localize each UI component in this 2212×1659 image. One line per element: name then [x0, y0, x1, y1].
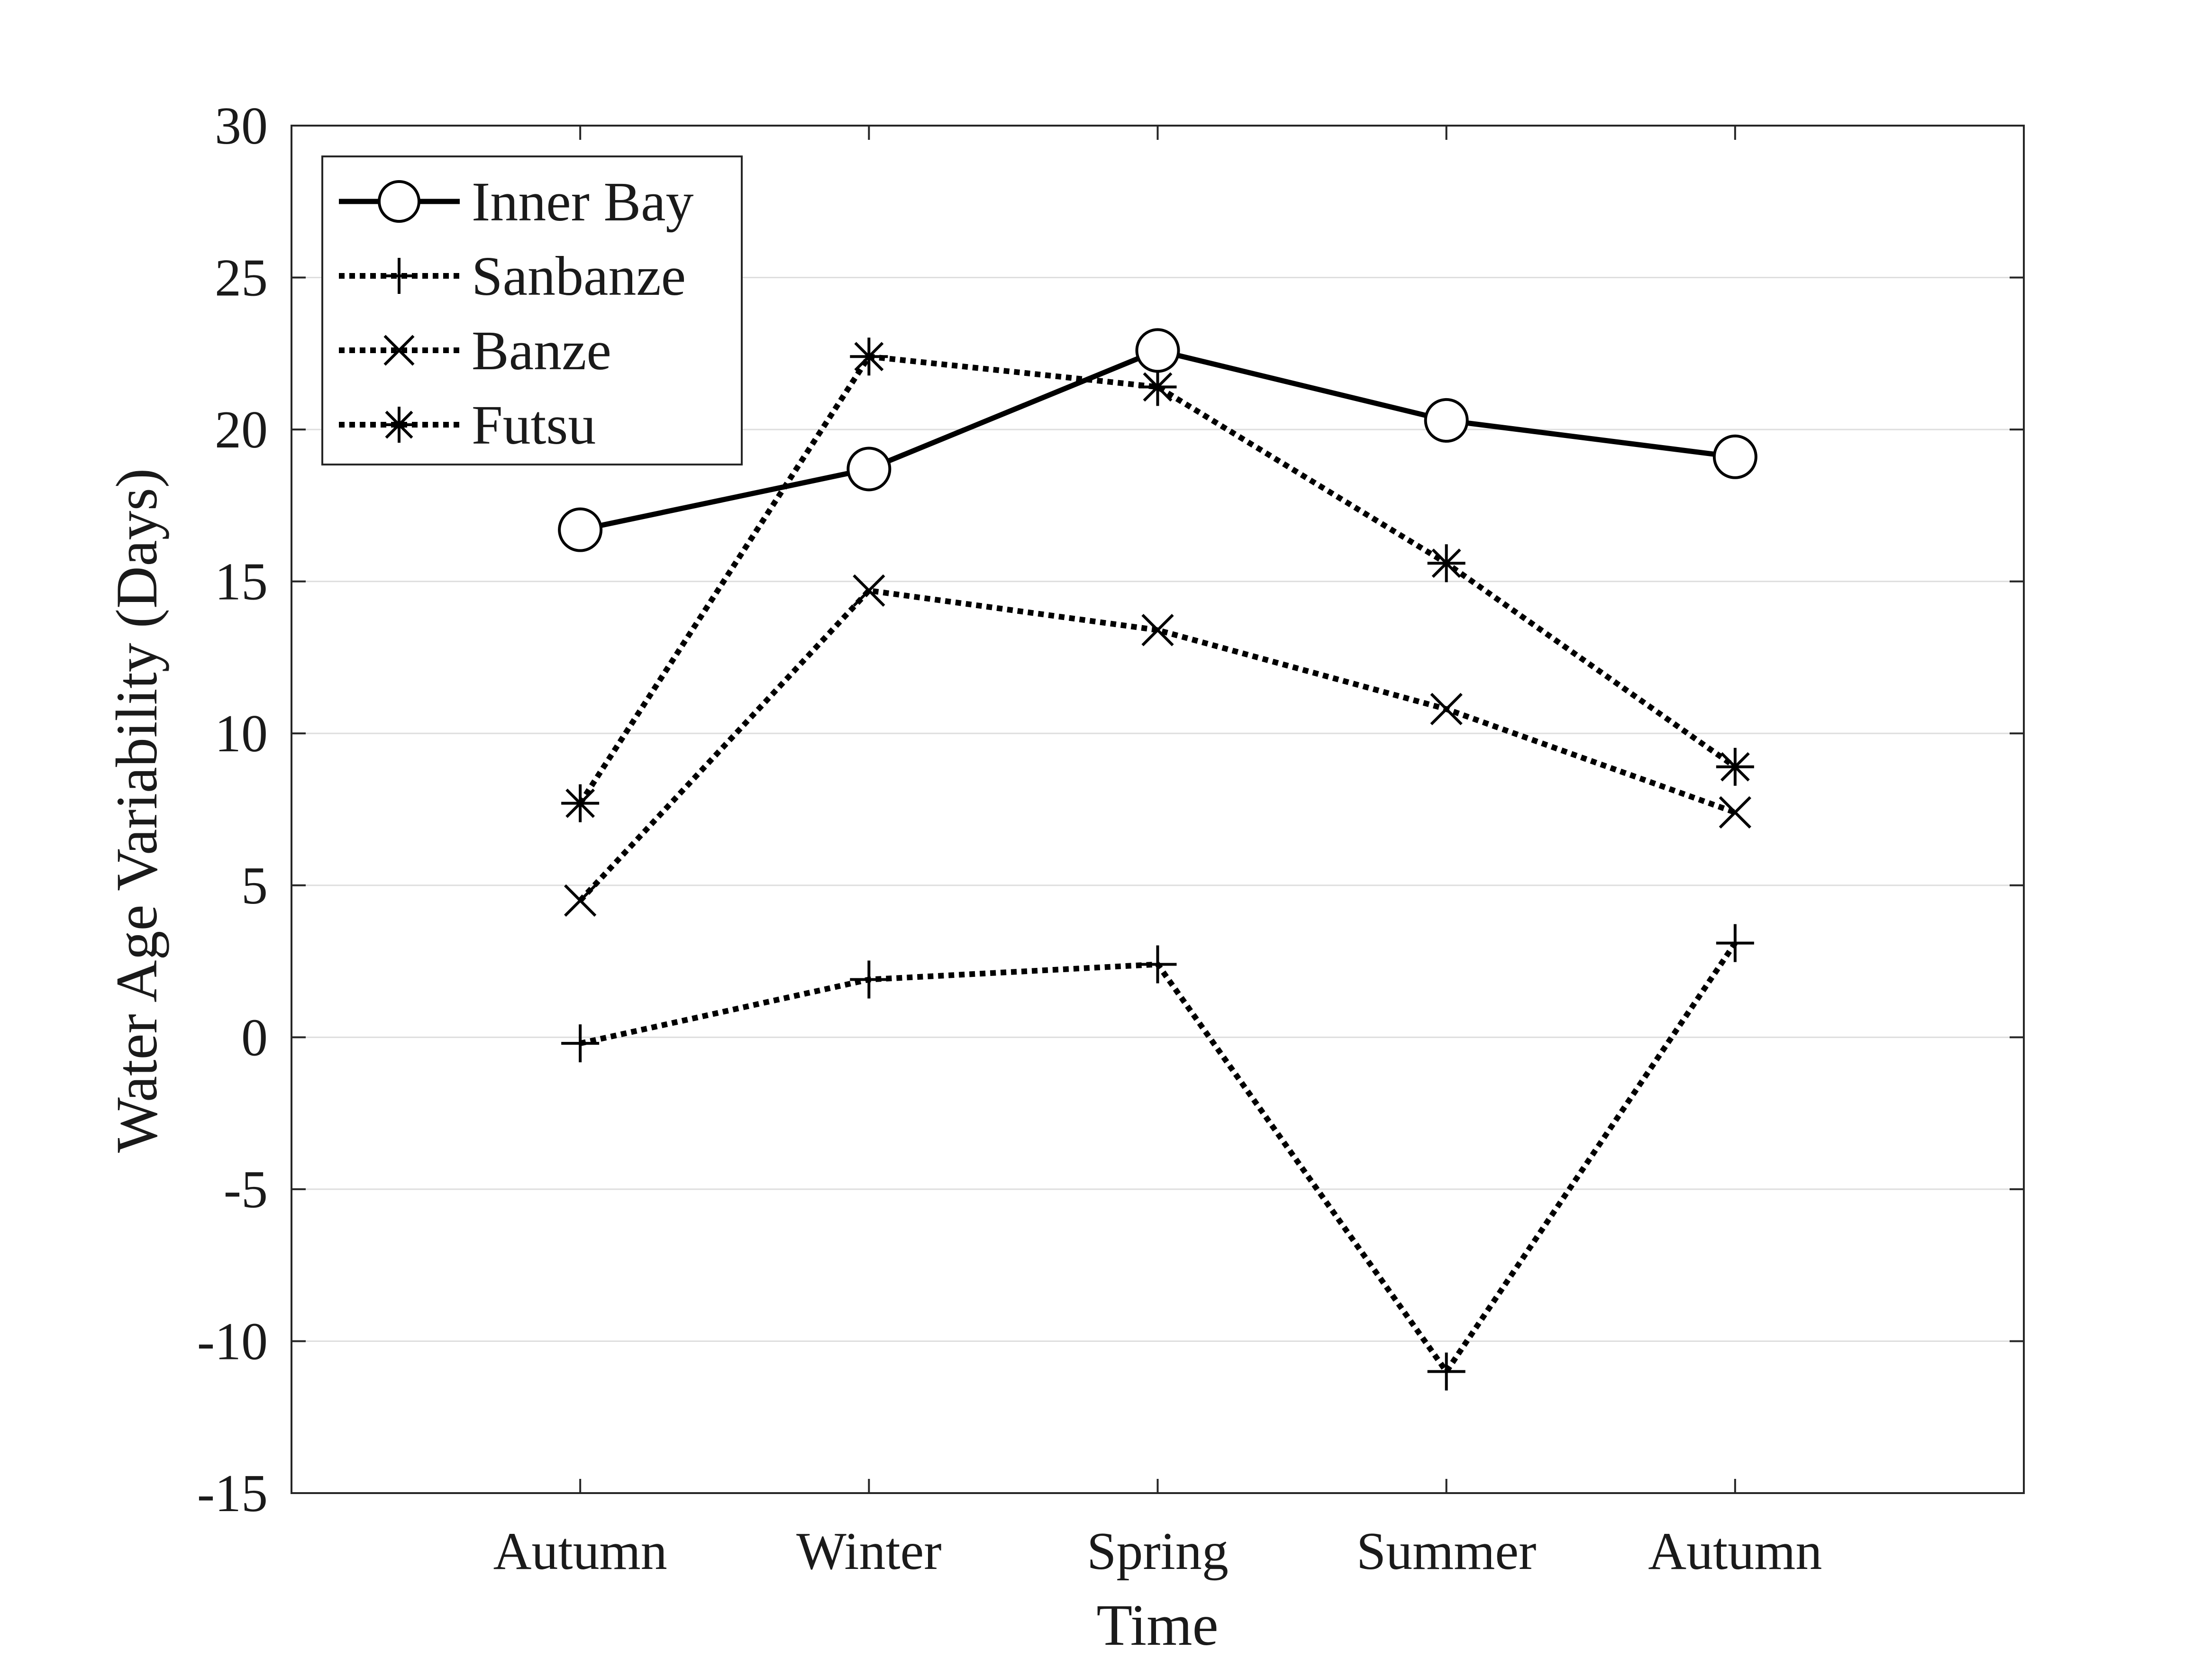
data-point-plus [850, 960, 888, 999]
data-point-plus [1716, 924, 1754, 962]
series-line [578, 354, 1737, 805]
series-line [578, 587, 1736, 902]
data-point-star [1427, 544, 1466, 583]
series-layer [558, 328, 1757, 1391]
x-tick-label: Winter [796, 1522, 941, 1581]
y-tick-label: 10 [215, 704, 268, 763]
data-point-star [1138, 368, 1177, 406]
x-tick-label: Spring [1087, 1522, 1229, 1581]
y-tick-label: -10 [197, 1312, 268, 1371]
axis-ticks: -15 -10 -5 0 5 10 15 20 25 30 Autumn Winter Spring Su… [197, 97, 2024, 1581]
data-point-x [1719, 796, 1751, 829]
data-point-star [561, 784, 600, 822]
x-tick-label: Autumn [1648, 1522, 1822, 1581]
data-point-x [853, 574, 885, 607]
y-tick-label: 5 [241, 857, 268, 915]
x-tick-label: Autumn [493, 1522, 667, 1581]
y-tick-label: 20 [215, 401, 268, 459]
data-point-star [850, 337, 888, 376]
data-point-x [564, 884, 597, 917]
data-point-plus [1138, 945, 1177, 984]
series-inner-bay [558, 328, 1757, 552]
data-point-x [1141, 614, 1174, 647]
series-banze [564, 574, 1751, 917]
legend-marker-plus [381, 258, 417, 294]
legend-entry: Futsu [339, 394, 596, 456]
data-point-circle [558, 507, 603, 552]
legend-entry: Banze [339, 319, 611, 382]
legend: Inner Bay Sanbanze Banze Futsu [321, 155, 743, 465]
data-point-star [1716, 747, 1754, 786]
data-point-circle [847, 447, 892, 492]
y-tick-label: -15 [197, 1464, 268, 1523]
data-point-circle [1712, 434, 1757, 479]
data-point-circle [1424, 398, 1469, 443]
y-tick-label: 15 [215, 553, 268, 611]
legend-entry: Sanbanze [339, 245, 686, 307]
series-sanbanze [561, 924, 1754, 1391]
x-tick-label: Summer [1356, 1522, 1537, 1581]
data-point-x [1430, 693, 1463, 726]
data-point-plus [1427, 1352, 1466, 1391]
series-line [579, 941, 1738, 1375]
data-point-plus [561, 1024, 600, 1063]
x-axis-label: Time [1096, 1593, 1218, 1658]
y-axis-label: Water Age Variability (Days) [104, 468, 169, 1153]
legend-label: Futsu [472, 394, 596, 456]
data-point-circle [1135, 328, 1180, 373]
y-tick-label: -5 [224, 1160, 268, 1219]
legend-label: Sanbanze [472, 245, 686, 307]
y-tick-label: 0 [241, 1008, 268, 1067]
legend-label: Inner Bay [472, 171, 694, 233]
y-tick-label: 30 [215, 97, 268, 155]
series-futsu [561, 337, 1754, 822]
legend-marker-circle [378, 180, 420, 223]
y-tick-label: 25 [215, 249, 268, 308]
legend-label: Banze [472, 319, 611, 382]
legend-marker-x [383, 335, 415, 366]
legend-marker-star [381, 407, 417, 443]
legend-entry: Inner Bay [339, 171, 694, 233]
